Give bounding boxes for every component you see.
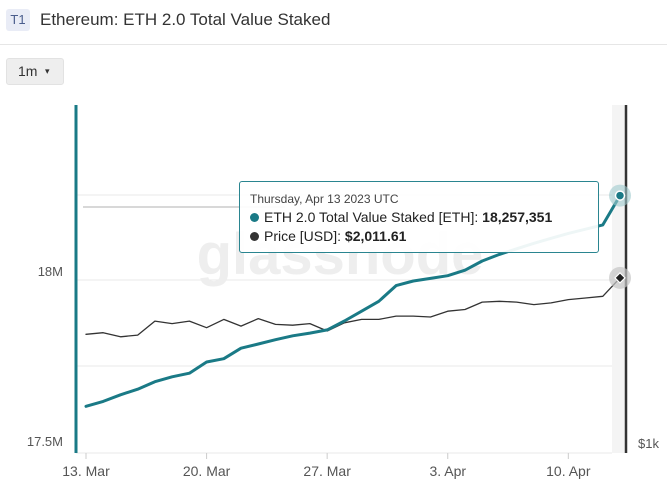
x-tick-label: 27. Mar: [303, 463, 351, 479]
y-left-tick-label: 18M: [38, 264, 63, 279]
tooltip-staked-label: ETH 2.0 Total Value Staked [ETH]:: [264, 209, 483, 225]
tooltip-staked-value: 18,257,351: [482, 209, 553, 225]
tooltip-price-label: Price [USD]:: [264, 228, 345, 244]
y-right-tick-label: $1k: [638, 436, 659, 451]
x-tick-label: 3. Apr: [429, 463, 466, 479]
resolution-value: 1m: [18, 63, 38, 79]
chart-title: Ethereum: ETH 2.0 Total Value Staked: [40, 10, 331, 29]
price-point-marker[interactable]: [614, 272, 626, 284]
chart-id-tag: T1: [6, 9, 30, 31]
chart-header: T1 Ethereum: ETH 2.0 Total Value Staked: [0, 0, 667, 45]
x-tick-label: 10. Apr: [546, 463, 591, 479]
staked-legend-dot: [250, 213, 259, 222]
y-left-tick-label: 17.5M: [27, 434, 63, 449]
x-tick-label: 13. Mar: [62, 463, 110, 479]
resolution-dropdown[interactable]: 1m ▾: [6, 58, 64, 85]
tooltip: Thursday, Apr 13 2023 UTC ETH 2.0 Total …: [239, 181, 599, 253]
tooltip-price-value: $2,011.61: [344, 228, 407, 244]
chevron-down-icon: ▾: [45, 66, 50, 76]
tooltip-date: Thursday, Apr 13 2023 UTC: [250, 192, 399, 206]
staked-point-marker[interactable]: [614, 190, 626, 201]
price-series-line: [85, 277, 621, 338]
price-legend-dot: [250, 232, 259, 241]
tooltip-row-staked: ETH 2.0 Total Value Staked [ETH]: 18,257…: [250, 209, 598, 225]
tooltip-row-price: Price [USD]: $2,011.61: [250, 228, 598, 244]
x-tick-label: 20. Mar: [183, 463, 231, 479]
